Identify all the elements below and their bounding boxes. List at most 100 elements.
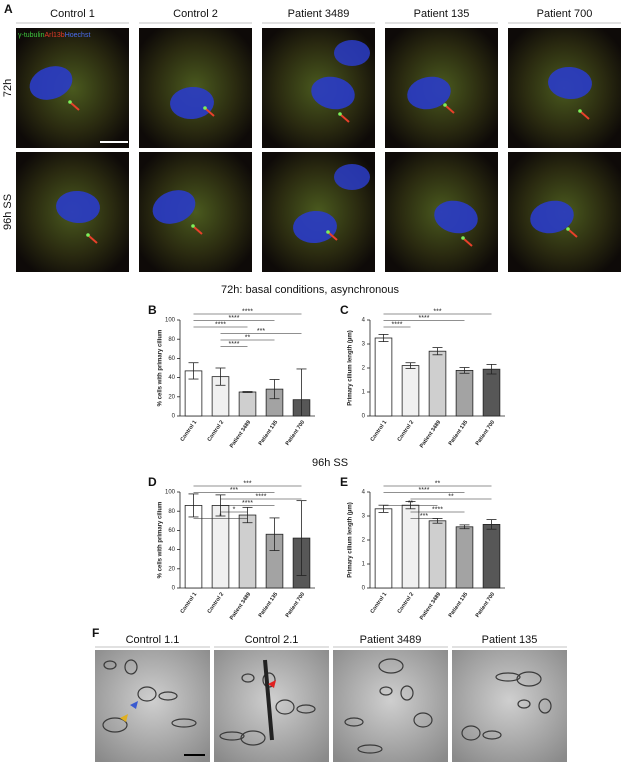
x-tick-label: Control 2 (207, 592, 226, 615)
y-tick-label: 40 (168, 547, 175, 553)
bar (482, 368, 501, 417)
organelle (538, 698, 552, 714)
error-bar (269, 517, 280, 551)
significance-label: *** (420, 513, 428, 520)
x-tick-label: Patient 700 (285, 420, 307, 447)
significance-label: *** (257, 328, 265, 335)
em-image (214, 650, 329, 762)
significance-label: **** (229, 341, 240, 348)
cilium (70, 102, 80, 111)
bar (374, 508, 393, 589)
panel-letter: E (340, 475, 348, 489)
organelle (517, 699, 531, 709)
organelle (495, 672, 521, 682)
y-tick-label: 4 (362, 318, 366, 324)
error-bar (405, 362, 416, 369)
x-tick-label: Patient 135 (258, 592, 280, 619)
significance-label: ** (245, 334, 251, 341)
cilium (263, 659, 274, 741)
bar (428, 350, 447, 417)
organelle (400, 685, 414, 701)
significance-label: ** (408, 500, 414, 507)
y-tick-label: 20 (168, 394, 175, 400)
x-tick-label: Patient 135 (448, 592, 470, 619)
arrow (120, 714, 128, 722)
x-tick-label: Control 1 (180, 420, 199, 443)
centrosome (578, 109, 582, 113)
cilium (340, 114, 350, 123)
y-tick-label: 2 (362, 366, 366, 372)
error-bar (459, 524, 470, 530)
nucleus (170, 86, 214, 120)
cilium (88, 235, 98, 244)
y-tick-label: 100 (165, 490, 176, 496)
organelle (482, 730, 502, 740)
y-tick-label: 3 (362, 514, 366, 520)
centrosome (68, 100, 72, 104)
bar (428, 520, 447, 589)
x-tick-label: Patient 700 (475, 592, 497, 619)
y-tick-label: 0 (172, 586, 176, 592)
row-label: 72h (2, 79, 14, 97)
arrow (268, 680, 276, 688)
em-image (95, 650, 210, 762)
significance-label: ** (448, 493, 454, 500)
organelle (344, 717, 364, 727)
centrosome (203, 106, 207, 110)
cilium (445, 105, 455, 114)
error-bar (215, 367, 226, 386)
nucleus (29, 66, 73, 100)
error-bar (432, 347, 443, 356)
nucleus (152, 190, 196, 224)
cilium (580, 111, 590, 120)
y-axis-label: % cells with primary cilium (158, 502, 164, 579)
section-title: 96h SS (312, 457, 348, 469)
column-header: Patient 3489 (288, 8, 350, 20)
em-image (452, 650, 567, 762)
y-tick-label: 60 (168, 356, 175, 362)
x-tick-label: Patient 700 (285, 592, 307, 619)
y-axis-label: % cells with primary cilium (158, 330, 164, 407)
panel-letter: F (92, 626, 99, 640)
x-tick-label: Control 1 (370, 420, 389, 443)
stain: γ-tubulin (18, 32, 45, 39)
nucleus (548, 66, 592, 100)
significance-label: * (233, 506, 236, 513)
y-tick-label: 0 (172, 414, 176, 420)
x-tick-label: Patient 3489 (419, 592, 442, 622)
nucleus (311, 76, 355, 110)
x-tick-label: Patient 135 (448, 420, 470, 447)
x-tick-label: Patient 3489 (229, 592, 252, 622)
organelle (296, 704, 316, 714)
error-bar (459, 367, 470, 374)
error-bar (296, 500, 307, 576)
organelle (241, 673, 255, 683)
nucleus (334, 164, 370, 190)
error-bar (242, 391, 253, 393)
image-label: Patient 135 (482, 634, 538, 646)
column-header: Control 1 (50, 8, 95, 20)
error-bar (269, 379, 280, 400)
y-tick-label: 80 (168, 337, 175, 343)
organelle (516, 671, 542, 687)
error-bar (188, 362, 199, 380)
error-bar (296, 368, 307, 416)
nucleus (434, 200, 478, 234)
x-tick-label: Control 2 (207, 420, 226, 443)
organelle (137, 686, 157, 702)
centrosome (443, 103, 447, 107)
organelle (219, 731, 245, 741)
error-bar (486, 519, 497, 530)
nucleus (334, 40, 370, 66)
centrosome (338, 112, 342, 116)
x-tick-label: Patient 135 (258, 420, 280, 447)
y-tick-label: 0 (362, 414, 366, 420)
x-tick-label: Patient 3489 (419, 420, 442, 450)
cilium (463, 238, 473, 247)
em-image (333, 650, 448, 762)
bar (238, 514, 257, 589)
y-tick-label: 40 (168, 375, 175, 381)
section-title: 72h: basal conditions, asynchronous (221, 284, 399, 296)
significance-label: **** (256, 493, 267, 500)
bar (455, 369, 474, 417)
